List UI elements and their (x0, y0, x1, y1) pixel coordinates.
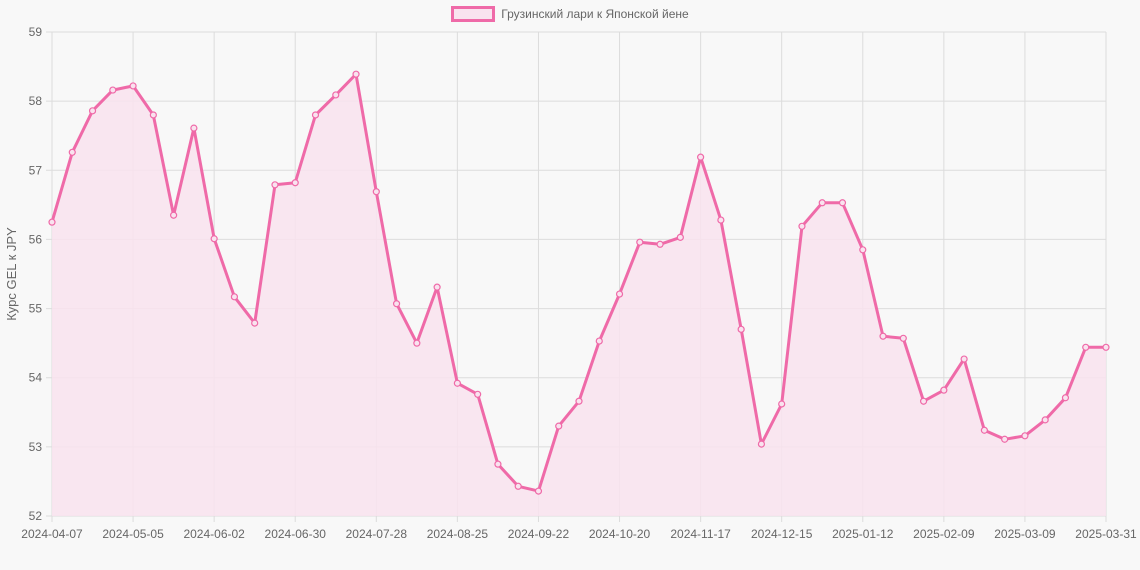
y-tick-label: 56 (29, 232, 43, 246)
data-point[interactable] (919, 397, 928, 405)
x-tick-label: 2025-01-12 (832, 527, 894, 541)
data-point[interactable] (170, 211, 178, 219)
data-point[interactable] (818, 199, 826, 207)
x-tick-label: 2024-04-07 (21, 527, 83, 541)
data-points (48, 70, 1110, 495)
data-point[interactable] (980, 426, 988, 434)
data-point[interactable] (859, 246, 867, 254)
data-point[interactable] (838, 199, 847, 207)
legend-item[interactable]: Грузинский лари к Японской йене (451, 6, 689, 22)
x-tick-label: 2024-07-28 (346, 527, 408, 541)
chart-legend: Грузинский лари к Японской йене (0, 6, 1140, 25)
data-point[interactable] (1102, 343, 1110, 351)
data-point[interactable] (960, 355, 968, 363)
data-point[interactable] (778, 400, 786, 408)
area-fill (52, 74, 1106, 516)
data-point[interactable] (1021, 432, 1029, 440)
y-tick-label: 54 (29, 371, 43, 385)
data-point[interactable] (575, 397, 583, 405)
y-axis-title: Курс GEL к JPY (4, 227, 19, 321)
data-point[interactable] (311, 111, 320, 119)
data-point[interactable] (615, 290, 624, 298)
data-point[interactable] (413, 339, 421, 347)
y-tick-label: 58 (29, 94, 43, 108)
y-tick-label: 53 (29, 440, 43, 454)
data-point[interactable] (190, 124, 198, 132)
data-point[interactable] (230, 293, 239, 301)
data-point[interactable] (453, 379, 461, 387)
data-point[interactable] (109, 86, 117, 94)
data-point[interactable] (1082, 343, 1090, 351)
data-point[interactable] (757, 440, 766, 448)
x-tick-label: 2024-06-02 (183, 527, 245, 541)
data-point[interactable] (717, 216, 725, 224)
data-point[interactable] (332, 91, 340, 99)
data-point[interactable] (940, 386, 948, 394)
x-axis: 2024-04-07 2024-05-05 2024-06-02 2024-06-30… (21, 527, 1137, 541)
data-point[interactable] (474, 390, 482, 398)
legend-label: Грузинский лари к Японской йене (501, 7, 689, 21)
data-point[interactable] (555, 422, 563, 430)
data-point[interactable] (271, 181, 279, 189)
data-point[interactable] (636, 238, 644, 246)
data-point[interactable] (494, 460, 502, 468)
data-point[interactable] (352, 70, 360, 78)
legend-swatch (451, 6, 496, 22)
x-tick-label: 2024-09-22 (508, 527, 570, 541)
data-point[interactable] (899, 334, 907, 342)
data-point[interactable] (697, 153, 705, 161)
x-tick-label: 2024-06-30 (265, 527, 327, 541)
data-point[interactable] (372, 188, 380, 196)
y-axis: 52 53 54 55 56 57 58 59 (29, 25, 43, 523)
x-tick-label: 2024-08-25 (427, 527, 489, 541)
data-point[interactable] (1041, 416, 1049, 424)
y-tick-label: 57 (29, 163, 43, 177)
x-tick-label: 2025-02-09 (913, 527, 975, 541)
data-point[interactable] (879, 332, 887, 340)
y-tick-label: 59 (29, 25, 43, 39)
x-tick-label: 2024-05-05 (102, 527, 164, 541)
data-point[interactable] (251, 319, 259, 327)
data-point[interactable] (656, 240, 664, 248)
data-point[interactable] (534, 487, 543, 495)
data-point[interactable] (433, 283, 441, 291)
data-point[interactable] (210, 235, 218, 243)
data-point[interactable] (129, 82, 137, 90)
y-tick-label: 55 (29, 302, 43, 316)
y-tick-label: 52 (29, 509, 43, 523)
data-point[interactable] (737, 325, 745, 333)
data-point[interactable] (1061, 394, 1070, 402)
x-tick-label: 2024-12-15 (751, 527, 813, 541)
x-tick-label: 2024-11-17 (670, 527, 731, 541)
data-point[interactable] (798, 222, 806, 230)
data-point[interactable] (595, 337, 603, 345)
data-point[interactable] (676, 233, 684, 241)
x-tick-label: 2025-03-31 (1075, 527, 1137, 541)
data-point[interactable] (291, 179, 299, 187)
data-point[interactable] (48, 218, 56, 226)
data-point[interactable] (392, 300, 401, 308)
data-point[interactable] (514, 482, 522, 490)
x-tick-label: 2024-10-20 (589, 527, 651, 541)
x-tick-label: 2025-03-09 (994, 527, 1056, 541)
data-point[interactable] (1001, 435, 1009, 443)
data-point[interactable] (88, 107, 97, 115)
data-point[interactable] (149, 111, 157, 119)
data-point[interactable] (68, 148, 76, 156)
